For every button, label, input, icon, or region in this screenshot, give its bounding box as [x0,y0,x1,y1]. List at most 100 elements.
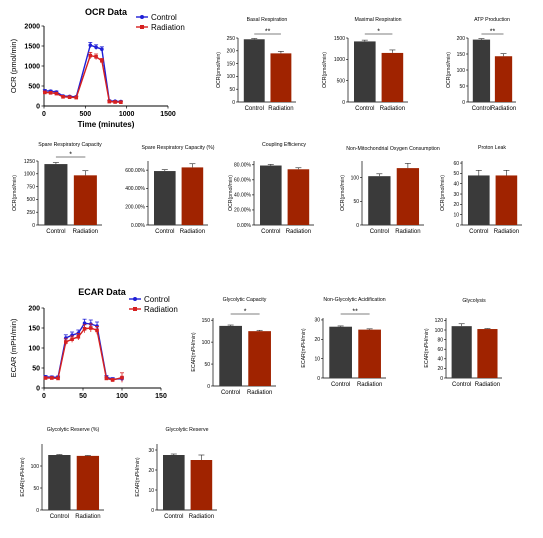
y-tick-label: 200.00% [125,205,145,211]
data-point-radiation [120,375,124,380]
y-tick-label: 0 [356,223,359,229]
y-tick-label: 50 [453,171,459,177]
y-axis-label: ECAR(mPH/min) [424,328,430,367]
y-axis-label: ECAR(mPH/min) [135,457,141,496]
legend-marker [133,307,137,311]
x-tick-label: Control [245,106,264,112]
y-axis-label: ECAR(mPH/min) [191,332,197,371]
y-tick-label: 0.00% [237,223,252,229]
bar-chart-7: Non-Mitochondrial Oxygen Consumption 0 50 1… [340,146,440,235]
y-tick-label: 80.00% [234,163,252,169]
y-tick-label: 100 [435,328,444,334]
data-point-radiation [100,59,104,63]
y-tick-label: 20 [148,468,154,474]
x-tick-label: 1000 [119,111,135,118]
data-point-radiation [76,335,81,339]
chart-title: OCR Data [85,7,128,17]
bar-radiation [494,56,513,102]
chart-title: Glycolytic Reserve [166,427,209,433]
y-tick-label: 150 [28,325,40,332]
y-tick-label: 100 [31,464,40,470]
series-line-control [45,322,123,380]
y-axis-label: OCR(pmol/min) [440,175,446,211]
line-chart-0: OCR Data 0 500 1000 1500 2000 0 500 1000 1500 OCR … [9,7,185,129]
y-tick-label: 1000 [334,57,345,63]
y-tick-label: 0 [36,103,40,110]
y-tick-label: 120 [435,318,444,324]
x-tick-label: Radiation [286,229,311,235]
y-tick-label: 10 [314,356,320,362]
y-tick-label: 40 [437,357,443,363]
data-point-control [100,47,104,51]
y-tick-label: 1500 [334,36,345,42]
y-tick-label: 50 [459,84,465,90]
bar-chart-2: Maximal Respiration 0 500 1000 1500 OCR(pmol/… [322,17,408,112]
significance-label: ** [490,29,496,36]
bar-control [354,41,376,102]
chart-title: Non-Mitochondrial Oxygen Consumption [346,146,440,152]
x-tick-label: Control [355,106,374,112]
y-tick-label: 750 [27,184,36,190]
x-tick-label: Control [46,229,65,235]
bar-radiation [358,329,381,378]
bar-chart-6: Coupling Efficiency 0.00% 20.00% 40.00% 60.0… [228,142,314,235]
legend-label: Radiation [144,305,178,314]
y-tick-label: 0 [207,384,210,390]
x-tick-label: Radiation [73,229,98,235]
bar-chart-8: Proton Leak 0 10 20 30 40 50 60 OCR(pmol/min) Con… [440,145,522,235]
x-tick-label: 50 [79,393,87,400]
x-tick-label: Control [164,514,183,520]
bar-control [260,165,282,225]
data-point-radiation [119,100,123,104]
bar-chart-5: Spare Respiratory Capacity (%) 0.00% 200.0… [125,145,214,235]
data-point-radiation [88,53,93,58]
chart-title: Non-Glycolytic Acidification [323,297,385,303]
bar-chart-4: Spare Respiratory Capacity 0 250 500 750 1000… [12,142,102,235]
y-axis-label: ECAR(mPH/min) [301,328,307,367]
y-tick-label: 50 [33,486,39,492]
bar-chart-1: Basal Respiration 0 50 100 150 200 250 OCR(pmol… [216,17,296,112]
chart-title: ATP Production [474,17,510,23]
y-tick-label: 0 [440,376,443,382]
y-tick-label: 20.00% [234,208,252,214]
y-axis-label: OCR(pmol/min) [12,175,18,211]
x-tick-label: 100 [116,393,128,400]
bar-radiation [287,169,310,225]
y-tick-label: 0 [36,385,40,392]
y-tick-label: 150 [457,52,466,58]
chart-title: Spare Respiratory Capacity [38,142,102,148]
y-tick-label: 10 [453,212,459,218]
x-tick-label: 0 [42,393,46,400]
x-tick-label: Control [331,382,350,388]
bar-control [451,326,472,378]
bar-control [468,175,490,225]
y-axis-label: OCR(pmol/min) [446,52,452,88]
chart-title: Coupling Efficiency [262,142,306,148]
legend-marker [140,25,144,29]
y-tick-label: 500 [337,78,346,84]
x-tick-label: Control [472,106,491,112]
bar-control [243,39,265,102]
bar-control [48,455,71,510]
significance-label: * [244,309,247,316]
significance-label: ** [265,29,271,36]
y-tick-label: 0 [32,223,35,229]
data-point-radiation [54,91,59,96]
x-tick-label: Radiation [268,106,293,112]
y-tick-label: 100 [227,74,236,80]
x-tick-label: 150 [155,393,167,400]
chart-title: Spare Respiratory Capacity (%) [142,145,215,151]
y-tick-label: 1500 [24,43,40,50]
y-tick-label: 60 [453,161,459,167]
y-tick-label: 500 [28,83,40,90]
data-point-radiation [94,55,98,59]
chart-title: Glycolytic Capacity [223,297,267,303]
data-point-radiation [113,100,117,104]
y-tick-label: 250 [27,210,36,216]
bar-control [163,455,185,510]
data-point-radiation [110,378,115,382]
y-tick-label: 1000 [24,172,35,178]
y-tick-label: 100 [202,340,211,346]
y-tick-label: 0 [342,100,345,106]
